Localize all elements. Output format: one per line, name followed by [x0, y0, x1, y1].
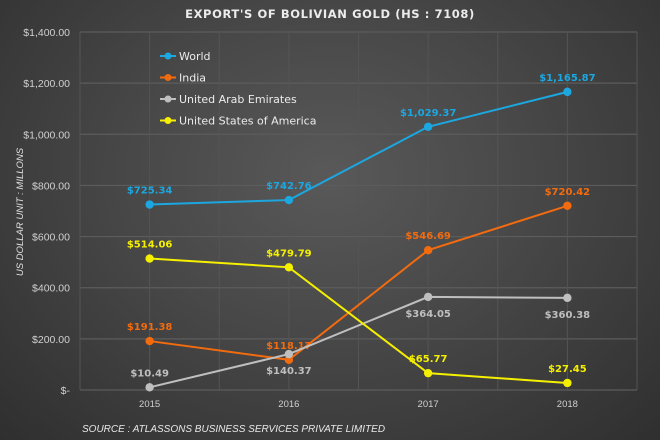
data-point [423, 368, 433, 378]
legend-label: World [179, 50, 211, 63]
y-axis-label: US DOLLAR UNIT : MILLONS [15, 147, 26, 276]
data-point [563, 201, 572, 210]
series-line-india [149, 204, 568, 361]
series-group: $725.34 $742.76$1,029.37$1,165.87$191.38$… [127, 73, 596, 392]
y-tick-label: $600.00 [32, 232, 70, 244]
series-india: $191.38 $118.17 $546.69 $720.42 [127, 187, 590, 364]
legend-item: India [160, 72, 206, 85]
data-label: $1,029.37 [400, 108, 456, 119]
legend-label: India [179, 72, 206, 85]
data-label: $140.37 [266, 366, 312, 377]
y-tick-label: $1,400.00 [23, 27, 70, 39]
data-label: $364.05 [405, 309, 451, 320]
data-label: $10.49 [130, 368, 169, 379]
gridlines [79, 31, 638, 391]
data-point [145, 254, 154, 263]
data-label: $65.77 [409, 354, 448, 365]
x-tick-label: 2015 [139, 399, 160, 410]
data-label: $360.38 [545, 310, 591, 321]
data-point [563, 378, 572, 388]
data-point [423, 122, 433, 131]
legend-label: United Arab Emirates [179, 93, 297, 106]
data-point [284, 349, 294, 359]
legend-item: United States of America [160, 115, 316, 128]
data-point [145, 336, 154, 346]
data-label: $514.06 [127, 240, 173, 251]
series-line-world [149, 90, 568, 206]
data-point [284, 195, 294, 205]
data-point [563, 293, 572, 303]
y-tick-label: $- [61, 385, 71, 397]
legend-marker-icon [164, 117, 172, 124]
series-united-arab-emirates: $10.49 $140.37 $364.05 $360.38 [130, 292, 591, 392]
y-tick-label: $800.00 [32, 180, 70, 192]
data-label: $118.17 [266, 341, 312, 352]
legend-marker-icon [164, 95, 172, 103]
series-world: $725.34 $742.76 $1,029.37 $1,165.87 [127, 73, 596, 209]
series-line-united-states-of-america [149, 257, 568, 384]
y-tick-label: $1,000.00 [23, 129, 70, 141]
legend-marker-icon [164, 74, 172, 81]
legend-item: United Arab Emirates [160, 93, 297, 106]
data-point [423, 246, 433, 255]
series-united-states-of-america: $514.06 $479.79 $65.77 $27.45 [127, 240, 587, 388]
x-tick-label: 2016 [278, 399, 299, 410]
x-tick-label: 2017 [418, 399, 439, 410]
legend-marker-icon [164, 52, 172, 60]
data-point [145, 383, 154, 392]
chart-title: EXPORT'S OF BOLIVIAN GOLD (HS : 7108) [185, 7, 475, 21]
data-point [284, 263, 294, 272]
legend-item: World [160, 50, 211, 63]
series-line-united-arab-emirates [149, 295, 568, 389]
y-tick-label: $1,200.00 [23, 78, 70, 90]
data-point [145, 200, 154, 209]
y-tick-label: $200.00 [32, 334, 70, 346]
source-note: SOURCE : ATLASSONS BUSINESS SERVICES PRI… [82, 424, 385, 435]
legend-label: United States of America [179, 115, 316, 128]
data-point [423, 292, 433, 302]
data-label: $725.34 [127, 186, 173, 197]
data-label: $546.69 [405, 231, 451, 242]
data-label: $720.42 [545, 187, 591, 198]
data-label: $1,165.87 [539, 73, 595, 84]
y-axis-ticks: $- $200.00 $400.00 $600.00 $800.00 $1,000.00 $… [23, 27, 70, 397]
x-tick-label: 2018 [557, 399, 578, 410]
data-label: $479.79 [266, 248, 312, 259]
data-point [563, 87, 572, 97]
y-tick-label: $400.00 [32, 283, 70, 295]
legend: World India United Arab Emirates United Sta… [160, 50, 316, 128]
data-label: $191.38 [127, 322, 173, 333]
data-label: $742.76 [266, 181, 312, 192]
x-axis-ticks: 2015 2016 2017 2018 [139, 399, 578, 410]
data-label: $27.45 [548, 364, 587, 375]
